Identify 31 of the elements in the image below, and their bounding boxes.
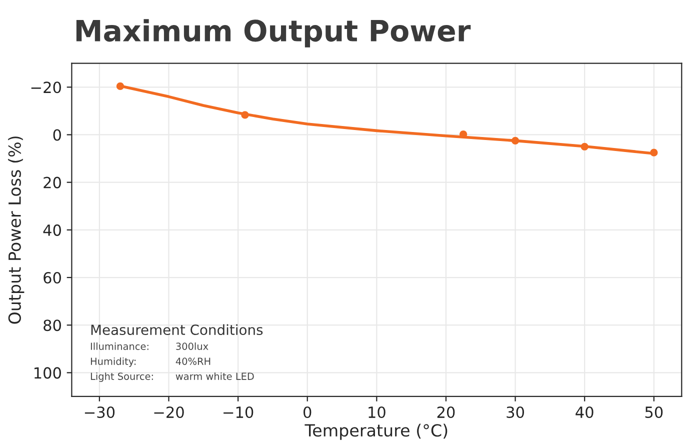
y-tick-label: 40: [43, 224, 61, 236]
point: [116, 82, 124, 90]
point: [580, 142, 588, 150]
annotation: Measurement Conditions: [91, 324, 263, 336]
y-tick-label: 80: [44, 320, 61, 332]
point: [511, 136, 520, 144]
y-tick-label: 20: [44, 176, 61, 188]
chart-title: Maximum Output Power: [76, 19, 471, 48]
x-tick-label: −30: [84, 406, 115, 418]
x-tick-label: 0: [304, 406, 312, 418]
x-tick-label: 30: [506, 406, 524, 418]
x-tick-label: 20: [437, 406, 455, 418]
y-axis-title: Output Power Loss (%): [8, 136, 24, 324]
x-axis-title: Temperature (°C): [304, 424, 448, 440]
point: [650, 148, 658, 156]
x-tick-label: 50: [645, 406, 663, 418]
y-tick-label: −20: [31, 82, 61, 94]
x-tick-label: 40: [576, 406, 594, 418]
y-tick-label: 100: [34, 367, 61, 379]
annotation: 300lux: [176, 342, 208, 350]
annotation: warm white LED: [176, 372, 254, 380]
annotation: Illuminance:: [90, 342, 148, 350]
x-tick-label: 10: [368, 406, 386, 418]
annotation: 40%RH: [176, 358, 210, 365]
annotation: Light Source:: [90, 372, 153, 382]
point: [241, 111, 249, 119]
x-tick-label: −20: [154, 406, 184, 418]
y-tick-label: 60: [44, 272, 61, 284]
annotation: Humidity:: [90, 357, 136, 367]
y-tick-label: 0: [53, 129, 61, 141]
x-tick-label: −10: [224, 406, 254, 418]
